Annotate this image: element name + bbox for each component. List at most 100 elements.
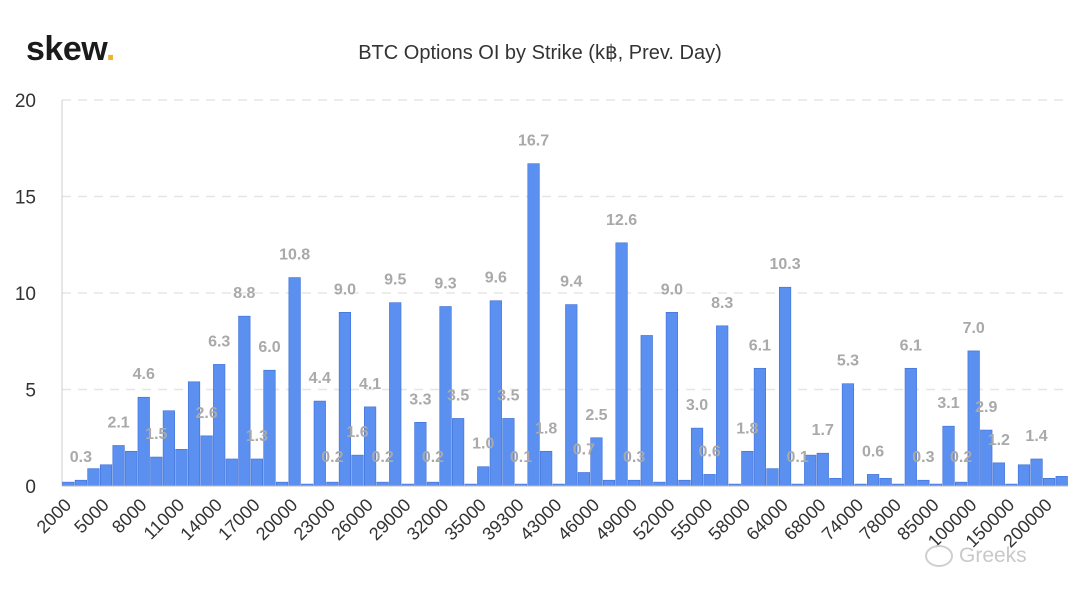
data-label: 9.3 xyxy=(434,276,456,293)
bar xyxy=(275,481,289,487)
bar xyxy=(703,474,716,487)
data-label: 1.7 xyxy=(812,422,834,439)
data-label: 0.2 xyxy=(372,449,394,466)
bar xyxy=(766,468,779,487)
data-label: 1.4 xyxy=(1025,428,1047,445)
y-axis: 0 5 10 15 20 xyxy=(15,91,63,498)
data-label: 2.9 xyxy=(975,399,997,416)
chart-title: BTC Options OI by Strike (k฿, Prev. Day) xyxy=(358,42,722,64)
data-label: 9.5 xyxy=(384,272,406,289)
y-tick-label: 5 xyxy=(25,381,36,402)
bar xyxy=(150,456,163,487)
bar xyxy=(1017,464,1031,487)
x-tick-label: 5000 xyxy=(70,495,112,537)
bar xyxy=(288,277,301,487)
x-tick-label: 23000 xyxy=(290,495,340,545)
bar xyxy=(665,311,678,487)
data-label: 12.6 xyxy=(606,212,637,229)
data-label: 3.5 xyxy=(497,387,519,404)
data-label: 9.6 xyxy=(485,270,507,287)
bar xyxy=(955,481,968,487)
bar xyxy=(565,304,578,487)
bar xyxy=(577,472,590,487)
bar xyxy=(1043,477,1056,487)
bar xyxy=(602,479,616,487)
gridlines xyxy=(62,99,1068,391)
x-tick-label: 52000 xyxy=(629,495,679,545)
bar xyxy=(200,435,213,487)
x-tick-label: 2000 xyxy=(33,495,75,537)
x-tick-label: 74000 xyxy=(818,495,868,545)
y-tick-label: 15 xyxy=(15,188,36,209)
data-label: 1.0 xyxy=(472,436,494,453)
bar xyxy=(477,466,490,487)
x-tick-label: 35000 xyxy=(441,495,491,545)
data-label: 9.0 xyxy=(334,281,356,298)
data-label: 4.1 xyxy=(359,376,381,393)
bar xyxy=(213,364,226,487)
bar xyxy=(1055,476,1068,487)
bar xyxy=(678,479,691,487)
bar xyxy=(653,481,666,487)
bar xyxy=(452,418,465,487)
data-label: 6.1 xyxy=(749,337,771,354)
x-tick-label: 39300 xyxy=(478,495,528,545)
x-tick-label: 29000 xyxy=(365,495,415,545)
bar xyxy=(741,450,754,487)
data-label: 16.7 xyxy=(518,133,549,150)
bar xyxy=(829,477,842,487)
wechat-icon xyxy=(925,545,953,567)
bar xyxy=(716,325,729,487)
data-label: 10.8 xyxy=(279,247,310,264)
bar xyxy=(225,458,238,487)
x-tick-label: 26000 xyxy=(327,495,377,545)
bar xyxy=(238,315,251,487)
x-tick-label: 58000 xyxy=(705,495,755,545)
data-label: 6.1 xyxy=(900,337,922,354)
bar xyxy=(125,450,138,487)
x-tick-label: 68000 xyxy=(780,495,830,545)
x-axis: 2000500080001100014000170002000023000260… xyxy=(33,485,1068,551)
x-tick-label: 17000 xyxy=(214,495,264,545)
data-label: 1.8 xyxy=(535,420,557,437)
data-label: 0.3 xyxy=(623,449,645,466)
data-label: 0.3 xyxy=(70,449,92,466)
bar xyxy=(917,479,930,487)
bar xyxy=(87,468,100,487)
watermark-text: Greeks xyxy=(959,544,1027,567)
bar xyxy=(112,445,125,487)
data-label: 2.5 xyxy=(585,407,607,424)
x-tick-label: 64000 xyxy=(742,495,792,545)
data-label: 10.3 xyxy=(769,256,800,273)
x-tick-label: 32000 xyxy=(403,495,453,545)
bar xyxy=(175,449,188,487)
bar xyxy=(351,454,364,487)
skew-logo: skew. xyxy=(26,30,115,68)
data-label: 3.3 xyxy=(409,391,431,408)
x-tick-label: 49000 xyxy=(591,495,641,545)
bar xyxy=(527,163,540,487)
data-label: 2.1 xyxy=(107,414,129,431)
y-tick-label: 10 xyxy=(15,284,36,305)
data-label: 3.1 xyxy=(937,395,959,412)
bar xyxy=(1030,458,1043,487)
y-tick-label: 20 xyxy=(15,91,36,112)
bars xyxy=(62,163,1068,487)
bar xyxy=(816,452,829,487)
data-label: 1.2 xyxy=(988,432,1010,449)
data-label: 0.6 xyxy=(862,443,884,460)
data-label: 8.8 xyxy=(233,285,255,302)
data-label: 3.0 xyxy=(686,397,708,414)
bar xyxy=(74,479,87,487)
data-labels: 0.3 2.1 4.6 1.5 2.6 6.3 8.8 1.3 6.0 10.8 4.4 0.2 9.0… xyxy=(70,133,1048,466)
data-label: 3.5 xyxy=(447,387,469,404)
data-label: 0.7 xyxy=(573,441,595,458)
bar xyxy=(628,479,641,487)
bar xyxy=(904,367,917,487)
bar xyxy=(426,481,440,487)
data-label: 1.3 xyxy=(246,428,268,445)
x-tick-label: 46000 xyxy=(554,495,604,545)
data-label: 8.3 xyxy=(711,295,733,312)
data-label: 0.1 xyxy=(510,449,532,466)
data-label: 1.5 xyxy=(145,426,167,443)
